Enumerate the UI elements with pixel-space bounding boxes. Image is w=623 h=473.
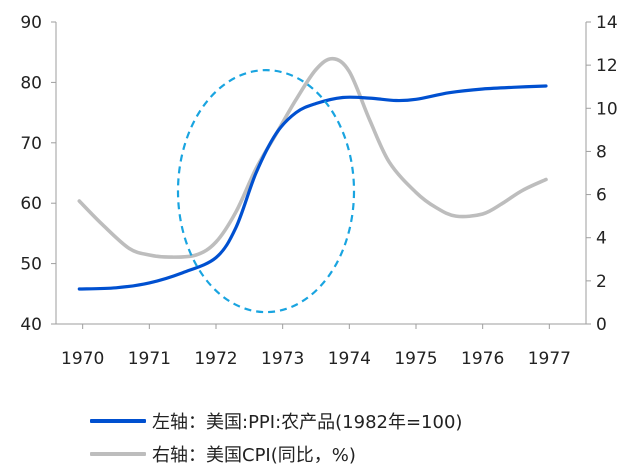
legend-swatch-ppi (90, 419, 146, 423)
x-tick-label: 1970 (61, 349, 104, 369)
right-tick-label: 6 (596, 186, 607, 206)
x-tick-label: 1974 (328, 349, 371, 369)
left-tick-label: 50 (20, 255, 42, 275)
x-tick-label: 1973 (261, 349, 304, 369)
right-tick-label: 0 (596, 315, 607, 335)
right-tick-label: 10 (596, 99, 618, 119)
x-tick-label: 1972 (194, 349, 237, 369)
series-line-ppi (77, 84, 548, 291)
chart-axes: 40 50 60 70 80 90 0 2 4 6 8 10 12 14 1970 1971 1972 1973 1… (20, 13, 617, 369)
x-tick-label: 1975 (394, 349, 437, 369)
legend-item-cpi: 右轴：美国CPI(同比，%) (90, 441, 356, 467)
left-tick-label: 40 (20, 315, 42, 335)
legend-item-ppi: 左轴：美国:PPI:农产品(1982年=100) (90, 408, 462, 434)
series-line-cpi (77, 56, 548, 259)
right-tick-label: 4 (596, 229, 607, 249)
left-tick-label: 90 (20, 13, 42, 33)
right-tick-label: 12 (596, 56, 618, 76)
highlight-ellipse (176, 69, 356, 314)
x-tick-label: 1977 (528, 349, 571, 369)
x-tick-label: 1971 (128, 349, 171, 369)
right-tick-label: 14 (596, 13, 618, 33)
right-tick-label: 2 (596, 272, 607, 292)
legend-label-ppi: 左轴：美国:PPI:农产品(1982年=100) (152, 412, 463, 433)
left-tick-label: 70 (20, 134, 42, 154)
chart: 40 50 60 70 80 90 0 2 4 6 8 10 12 14 1970 1971 1972 1973 1… (20, 13, 617, 369)
right-tick-label: 8 (596, 142, 607, 162)
legend-label-cpi: 右轴：美国CPI(同比，%) (152, 445, 356, 466)
left-tick-label: 60 (20, 194, 42, 214)
chart-series (77, 56, 548, 291)
left-tick-label: 80 (20, 73, 42, 93)
legend-swatch-cpi (90, 452, 146, 456)
x-tick-label: 1976 (461, 349, 504, 369)
